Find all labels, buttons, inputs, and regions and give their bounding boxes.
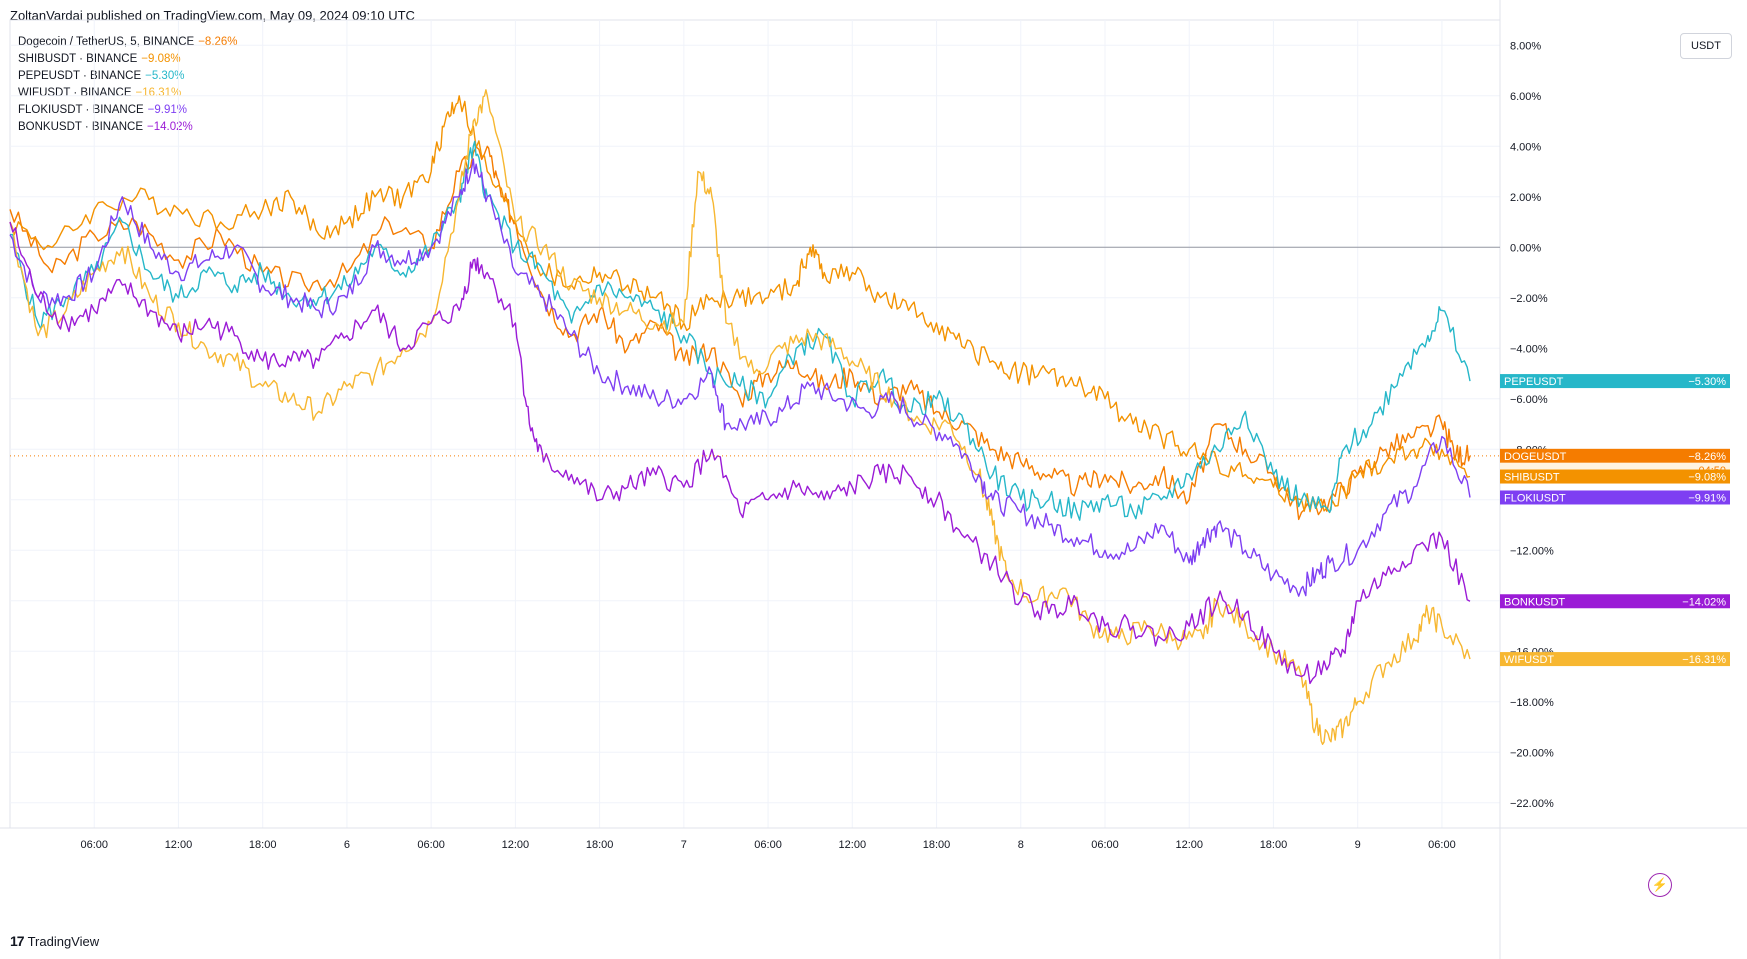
series-line-shibusdt [9,95,1471,514]
x-tick-label: 7 [681,839,687,851]
x-tick-label: 18:00 [249,839,277,851]
label-bg [1500,448,1730,463]
y-tick-label: 0.00% [1510,242,1541,254]
label-value: −9.08% [1688,472,1726,484]
legend-name: FLOKIUSDT · BINANCE [18,104,144,116]
y-tick-label: −12.00% [1510,545,1554,557]
x-tick-label: 06:00 [1091,839,1119,851]
label-value: −14.02% [1682,596,1726,608]
series-line-flokiusdt [9,158,1471,597]
y-tick-label: −18.00% [1510,697,1554,709]
label-name: SHIBUSDT [1504,472,1560,484]
legend-name: SHIBUSDT · BINANCE [18,53,138,65]
label-value: −8.26% [1688,451,1726,463]
x-tick-label: 12:00 [165,839,193,851]
y-tick-label: 6.00% [1510,91,1541,103]
plot-frame [9,19,1501,829]
x-tick-label: 9 [1355,839,1361,851]
label-name: WIFUSDT [1504,654,1554,666]
x-tick-label: 06:00 [1428,839,1456,851]
brand-name: TradingView [27,933,100,949]
y-tick-label: 8.00% [1510,40,1541,52]
x-tick-label: 06:00 [754,839,782,851]
y-tick-label: −2.00% [1510,293,1548,305]
y-tick-label: −22.00% [1510,798,1554,810]
series-end-label-wifusdt: WIFUSDT −16.31% [1500,652,1730,667]
legend-value: −9.08% [141,53,181,65]
tradingview-brand: 17 TradingView [10,933,99,949]
x-tick-label: 06:00 [417,839,445,851]
x-tick-label: 18:00 [923,839,951,851]
series-end-label-shibusdt: SHIBUSDT −9.08% [1500,469,1730,484]
legend-item-floki[interactable]: FLOKIUSDT · BINANCE −9.91% [18,102,238,119]
published-caption: ZoltanVardai published on TradingView.co… [10,8,415,23]
currency-button[interactable]: USDT [1680,33,1732,59]
legend-value: −14.02% [147,121,193,133]
label-name: FLOKIUSDT [1504,492,1566,504]
label-name: PEPEUSDT [1504,376,1564,388]
label-value: −16.31% [1682,654,1726,666]
x-tick-label: 6 [344,839,350,851]
legend-name: PEPEUSDT · BINANCE [18,70,142,82]
legend-value: −5.30% [145,70,185,82]
label-name: DOGEUSDT [1504,451,1567,463]
label-value: −9.91% [1688,492,1726,504]
label-bg [1500,490,1730,505]
label-bg [1500,469,1730,484]
legend-name: BONKUSDT · BINANCE [18,121,144,133]
lightning-icon[interactable]: ⚡ [1648,873,1672,897]
series-end-label-flokiusdt: FLOKIUSDT −9.91% [1500,490,1730,505]
series-line-pepeusdt [10,140,1471,521]
y-tick-label: 2.00% [1510,192,1541,204]
y-tick-label: −4.00% [1510,343,1548,355]
series-line-bonkusdt [9,221,1471,685]
legend-value: −9.91% [147,104,187,116]
x-tick-label: 18:00 [586,839,614,851]
label-name: BONKUSDT [1504,596,1565,608]
x-tick-label: 06:00 [80,839,108,851]
series-end-label-bonkusdt: BONKUSDT −14.02% [1500,594,1730,609]
x-tick-label: 12:00 [502,839,530,851]
label-bg [1500,652,1730,667]
y-tick-label: −6.00% [1510,394,1548,406]
series-end-label-pepeusdt: PEPEUSDT −5.30% [1500,374,1730,389]
legend-item-pepe[interactable]: PEPEUSDT · BINANCE −5.30% [18,68,238,85]
x-tick-label: 12:00 [839,839,867,851]
x-tick-label: 12:00 [1175,839,1203,851]
x-tick-label: 8 [1018,839,1024,851]
tradingview-logo-icon: 17 [10,933,25,949]
legend-item-shib[interactable]: SHIBUSDT · BINANCE −9.08% [18,51,238,68]
y-tick-label: 4.00% [1510,141,1541,153]
y-tick-label: −20.00% [1510,747,1554,759]
x-tick-label: 18:00 [1260,839,1288,851]
label-value: −5.30% [1688,376,1726,388]
legend-item-bonk[interactable]: BONKUSDT · BINANCE −14.02% [18,119,238,136]
series-line-wifusdt [9,89,1471,745]
label-bg [1500,374,1730,389]
label-bg [1500,594,1730,609]
series-line-dogeusdt [9,145,1471,521]
